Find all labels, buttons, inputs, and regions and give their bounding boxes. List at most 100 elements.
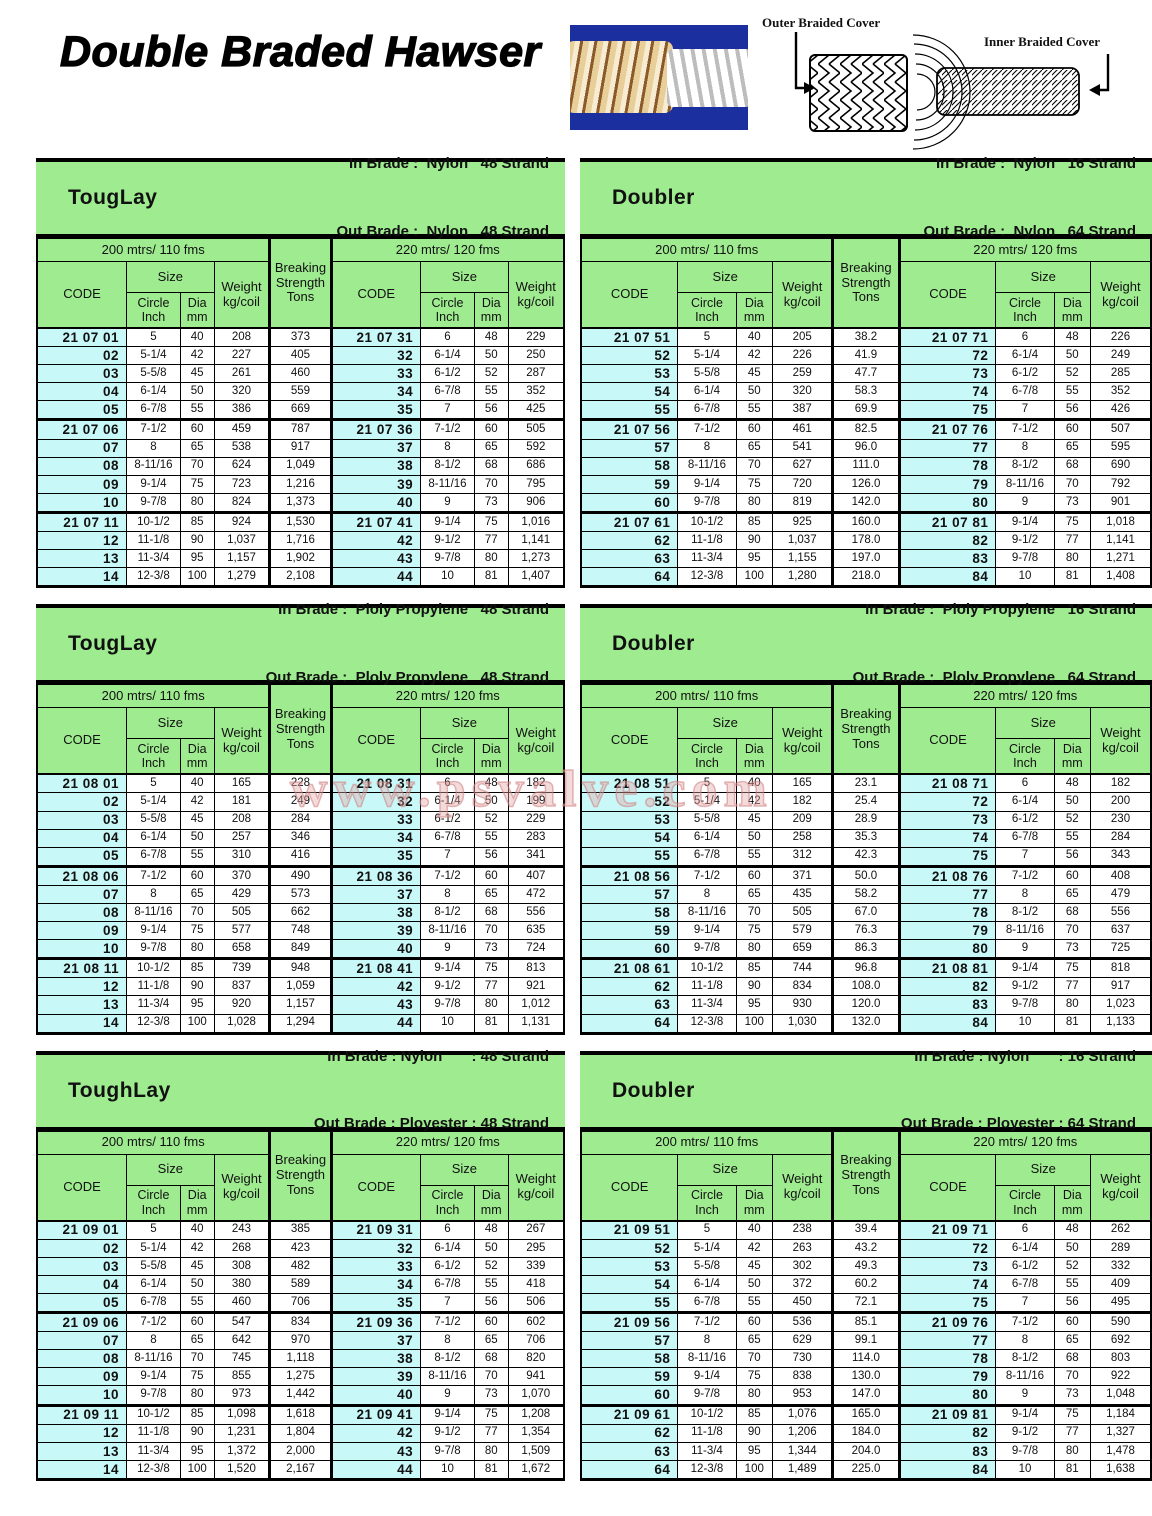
code: 09 <box>36 474 128 494</box>
brade-info: In Brade : Nylon 48 Strand Out Brade : N… <box>218 108 565 288</box>
breaking-strength: 60.2 <box>831 1274 901 1295</box>
code: 13 <box>36 1441 128 1461</box>
dia-mm: 100 <box>735 1013 774 1034</box>
weight: 579 <box>771 921 834 941</box>
weight: 658 <box>213 939 271 960</box>
weight: 1,672 <box>507 1459 565 1480</box>
code: 58 <box>580 902 679 923</box>
table-row: 02 5-1/4 42 181 249 32 6-1/4 50 199 <box>36 792 565 812</box>
weight: 165 <box>213 773 271 794</box>
weight: 690 <box>1090 456 1152 476</box>
weight: 538 <box>213 438 271 458</box>
circle-inch: 6 <box>420 1219 475 1240</box>
circle-inch: 11-3/4 <box>677 549 737 569</box>
weight: 637 <box>1090 921 1152 941</box>
breaking-strength: 69.9 <box>831 400 901 421</box>
circle-inch: 9-1/4 <box>677 921 737 941</box>
breaking-strength: 130.0 <box>831 1367 901 1387</box>
braid-diagram-art <box>794 32 1110 150</box>
dia-mm: 52 <box>473 1256 509 1276</box>
dia-mm: 50 <box>1053 792 1092 812</box>
dia-mm: 90 <box>179 531 215 551</box>
code-header: CODE <box>898 707 997 775</box>
dia-mm: 70 <box>735 456 774 476</box>
circle-inch: 8 <box>995 884 1055 904</box>
spec-table-block: TougLay In Brade : Ploly Propylene 48 St… <box>36 601 565 1035</box>
dia-mm: 55 <box>473 828 509 848</box>
table-row: 21 07 11 10-1/2 85 924 1,530 21 07 41 9-1/4 75 1… <box>36 510 565 533</box>
weight: 507 <box>1090 418 1152 440</box>
breaking-strength: 706 <box>268 1292 333 1314</box>
breaking-strength: 228 <box>268 773 333 794</box>
circle-inch: 12-3/8 <box>677 1459 737 1480</box>
dia-mm: 56 <box>473 400 509 421</box>
weight: 973 <box>213 1385 271 1406</box>
rope-photo-strand-right <box>666 49 748 107</box>
code: 58 <box>580 1349 679 1369</box>
weight: 380 <box>213 1274 271 1295</box>
table-row: 07 8 65 642 970 37 8 65 706 <box>36 1331 565 1351</box>
circle-inch: 6 <box>995 1219 1055 1240</box>
table-row: 08 8-11/16 70 505 662 38 8-1/2 68 556 <box>36 902 565 923</box>
table-row: 21 08 01 5 40 165 228 21 08 31 6 48 182 <box>36 773 565 794</box>
table-row: 13 11-3/4 95 1,372 2,000 43 9-7/8 80 1,509 <box>36 1441 565 1461</box>
inner-braided-cover-label: Inner Braided Cover <box>984 34 1101 49</box>
code: 78 <box>898 902 997 923</box>
weight: 332 <box>1090 1256 1152 1276</box>
circle-inch-header: Circle Inch <box>420 292 475 329</box>
table-row: 12 11-1/8 90 1,037 1,716 42 9-1/2 77 1,141 <box>36 531 565 551</box>
circle-inch: 10 <box>420 1459 475 1480</box>
size-header: Size <box>126 1153 215 1186</box>
circle-inch: 8 <box>677 884 737 904</box>
circle-inch: 9-7/8 <box>420 995 475 1015</box>
circle-inch: 8 <box>995 1331 1055 1351</box>
circle-inch: 8-1/2 <box>420 456 475 476</box>
code: 40 <box>330 492 422 513</box>
dia-mm-header: Dia mm <box>179 1184 215 1222</box>
weight: 659 <box>771 939 834 960</box>
dia-mm: 48 <box>1053 327 1092 348</box>
circle-inch: 11-1/8 <box>677 531 737 551</box>
circle-inch: 6-7/8 <box>995 828 1055 848</box>
weight: 724 <box>507 939 565 960</box>
page-title: Double Braded Hawser <box>59 27 541 76</box>
weight: 343 <box>1090 846 1152 867</box>
breaking-strength: 423 <box>268 1238 333 1258</box>
dia-mm: 40 <box>735 773 774 794</box>
circle-inch: 6-7/8 <box>126 846 181 867</box>
code: 07 <box>36 1331 128 1351</box>
table-row: 09 9-1/4 75 577 748 39 8-11/16 70 635 <box>36 921 565 941</box>
code: 79 <box>898 1367 997 1387</box>
code: 39 <box>330 921 422 941</box>
circle-inch: 6-1/4 <box>995 346 1055 366</box>
circle-inch: 9-1/2 <box>995 531 1055 551</box>
dia-mm: 55 <box>179 400 215 421</box>
code: 21 09 31 <box>330 1219 422 1240</box>
circle-inch: 10-1/2 <box>126 510 181 533</box>
table-row: 21 08 11 10-1/2 85 739 948 21 08 41 9-1/4 75 813 <box>36 957 565 979</box>
code: 42 <box>330 977 422 997</box>
weight: 1,157 <box>213 549 271 569</box>
dia-mm: 60 <box>735 418 774 440</box>
breaking-strength: 249 <box>268 792 333 812</box>
weight: 495 <box>1090 1292 1152 1314</box>
weight: 283 <box>507 828 565 848</box>
weight: 205 <box>771 327 834 348</box>
dia-mm: 85 <box>735 510 774 533</box>
weight: 1,520 <box>213 1459 271 1480</box>
dia-mm: 50 <box>179 828 215 848</box>
dia-mm: 81 <box>473 1459 509 1480</box>
circle-inch-header: Circle Inch <box>677 738 737 775</box>
code-header: CODE <box>580 707 679 775</box>
weight: 1,076 <box>771 1403 834 1425</box>
code-header: CODE <box>898 261 997 329</box>
weight: 635 <box>507 921 565 941</box>
code: 21 07 06 <box>36 418 128 440</box>
circle-inch: 9-1/2 <box>995 977 1055 997</box>
weight: 541 <box>771 438 834 458</box>
weight: 901 <box>1090 492 1152 513</box>
table-row: 64 12-3/8 100 1,280 218.0 84 10 81 1,408 <box>580 567 1152 587</box>
weight: 1,098 <box>213 1403 271 1425</box>
weight: 1,327 <box>1090 1423 1152 1443</box>
weight: 352 <box>507 382 565 402</box>
